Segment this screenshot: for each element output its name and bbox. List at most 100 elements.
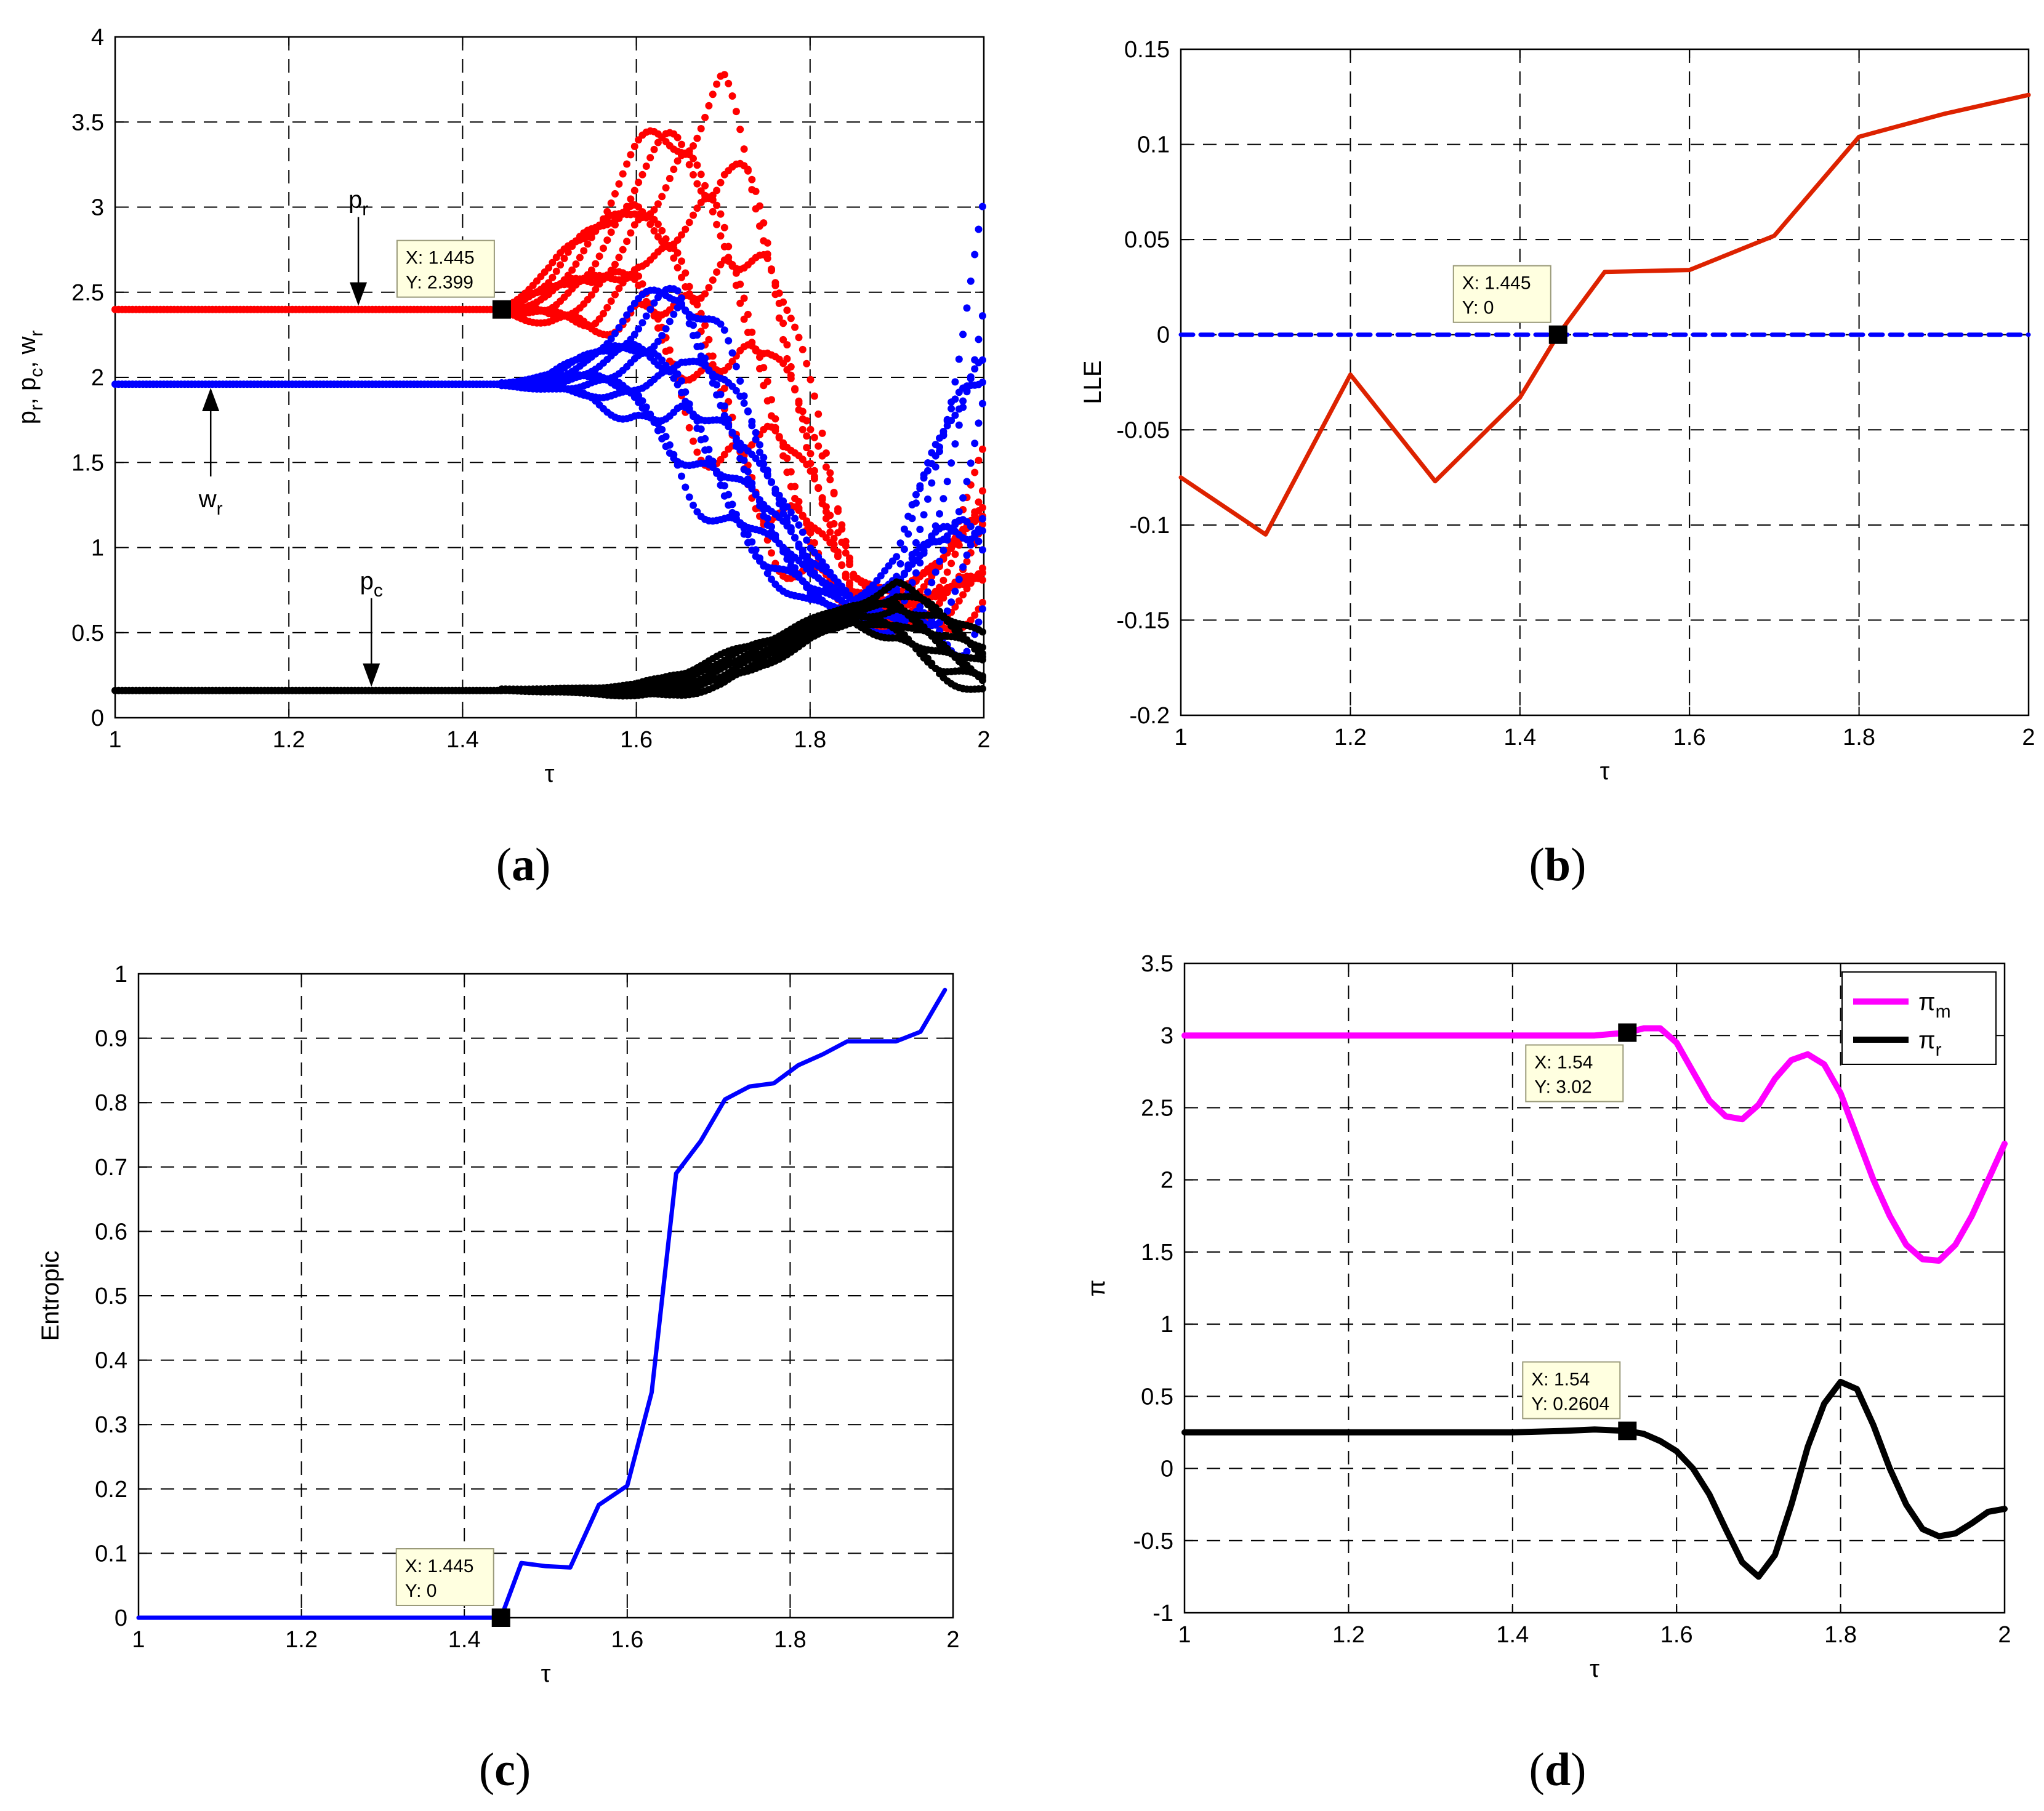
scatter-point <box>685 161 693 169</box>
caption-letter: a <box>512 839 535 891</box>
scatter-point <box>768 528 775 536</box>
scatter-point <box>807 425 815 433</box>
scatter-point <box>807 375 815 383</box>
datatip-marker <box>1618 1023 1637 1042</box>
scatter-point <box>697 171 705 179</box>
scatter-point <box>709 276 717 284</box>
scatter-point <box>775 491 783 499</box>
scatter-point <box>740 400 748 407</box>
scatter-point <box>771 534 779 542</box>
scatter-point <box>682 398 690 406</box>
scatter-point <box>948 560 956 568</box>
scatter-point <box>799 547 807 555</box>
scatter-point <box>693 134 701 142</box>
datatip-y-text: Y: 0 <box>1462 298 1494 318</box>
scatter-point <box>748 546 756 554</box>
scatter-point <box>940 495 948 503</box>
scatter-point <box>693 343 701 350</box>
y-tick-label: 0.4 <box>95 1348 127 1374</box>
annotation-label-sub: r <box>362 199 368 220</box>
scatter-point <box>791 515 799 523</box>
scatter-point <box>744 407 752 415</box>
scatter-point <box>978 356 986 364</box>
scatter-point <box>799 408 807 416</box>
scatter-point <box>920 547 928 555</box>
scatter-point <box>549 259 557 267</box>
scatter-point <box>936 584 943 592</box>
scatter-point <box>642 312 650 320</box>
scatter-point <box>920 474 928 482</box>
scatter-point <box>791 534 799 542</box>
datatip-x-text: X: 1.54 <box>1531 1370 1590 1390</box>
scatter-point <box>955 597 963 605</box>
scatter-point <box>549 273 557 281</box>
scatter-point <box>690 171 697 179</box>
scatter-point <box>713 391 721 399</box>
scatter-point <box>701 321 709 329</box>
scatter-point <box>768 478 775 486</box>
scatter-point <box>697 352 705 360</box>
scatter-point <box>928 532 936 540</box>
scatter-point <box>783 341 791 349</box>
scatter-point <box>943 568 951 576</box>
caption-paren: ) <box>1571 839 1586 891</box>
scatter-point <box>607 297 615 305</box>
scatter-point <box>682 225 690 233</box>
scatter-point <box>842 542 850 550</box>
scatter-point <box>975 537 983 545</box>
series-w-r <box>111 203 986 661</box>
scatter-point <box>791 568 799 576</box>
scatter-point <box>822 463 830 471</box>
x-axis-label: τ <box>1590 1655 1599 1682</box>
scatter-point <box>838 561 846 569</box>
scatter-point <box>842 570 850 578</box>
scatter-point <box>623 160 631 168</box>
scatter-point <box>783 518 791 526</box>
scatter-point <box>607 335 615 343</box>
scatter-point <box>830 574 838 582</box>
series-lle <box>1178 92 2031 537</box>
scatter-point <box>709 361 717 369</box>
scatter-point <box>619 246 627 254</box>
scatter-point <box>709 90 717 98</box>
scatter-point <box>920 583 928 591</box>
scatter-point <box>720 412 728 419</box>
scatter-point <box>690 437 697 445</box>
scatter-point <box>787 526 795 534</box>
scatter-point <box>682 283 690 291</box>
scatter-point <box>834 552 842 559</box>
scatter-point <box>787 508 795 516</box>
scatter-point <box>803 432 811 440</box>
scatter-point <box>600 215 607 223</box>
scatter-point <box>728 349 736 357</box>
scatter-point <box>595 315 603 323</box>
scatter-point <box>822 503 830 511</box>
scatter-point <box>978 546 986 554</box>
scatter-point <box>936 443 943 451</box>
x-tick-label: 1.4 <box>1496 1622 1529 1648</box>
scatter-point <box>815 484 823 492</box>
datatip-y-text: Y: 0 <box>405 1581 437 1601</box>
scatter-point <box>545 264 553 272</box>
scatter-point <box>646 154 654 162</box>
scatter-point <box>587 291 595 299</box>
scatter-point <box>748 175 756 183</box>
scatter-point <box>783 503 791 511</box>
scatter-point <box>670 374 678 382</box>
scatter-point <box>760 512 768 520</box>
scatter-point <box>662 325 670 333</box>
y-tick-label: -1 <box>1153 1600 1173 1626</box>
y-axis-label: Entropic <box>37 1251 64 1341</box>
scatter-point <box>967 459 975 467</box>
scatter-point <box>931 522 940 530</box>
x-tick-label: 2 <box>946 1627 959 1653</box>
scatter-point <box>736 454 744 462</box>
scatter-point <box>740 465 748 473</box>
scatter-point <box>978 628 986 636</box>
scatter-point <box>725 421 733 429</box>
x-tick-label: 1.8 <box>794 727 826 753</box>
scatter-point <box>810 433 818 441</box>
scatter-point <box>943 478 951 486</box>
panel-caption: (d) <box>1529 1744 1587 1796</box>
